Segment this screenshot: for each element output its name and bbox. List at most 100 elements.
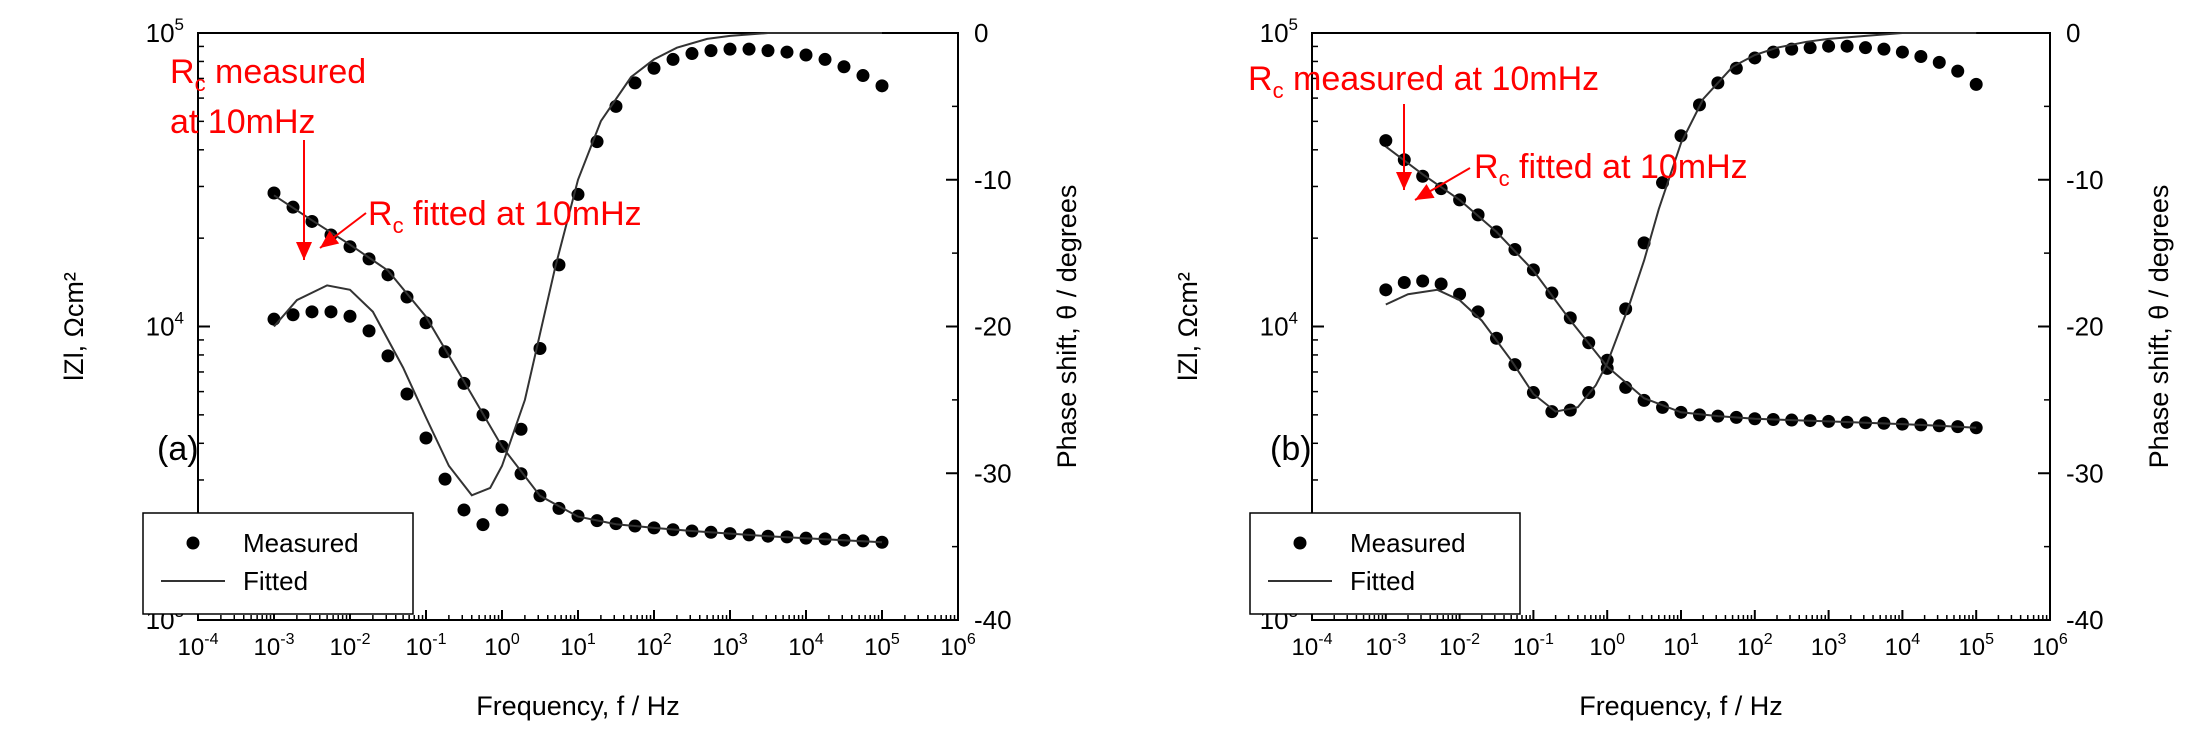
x-axis-label: Frequency, f / Hz: [476, 691, 680, 721]
x-tick-label: 102: [1737, 631, 1773, 661]
measured-phase-point: [438, 472, 452, 486]
y-right-tick-label: -20: [974, 312, 1012, 342]
measured-phase-point: [1840, 39, 1854, 53]
annotation-arrowhead: [1396, 172, 1412, 190]
y-right-tick-label: -40: [2066, 605, 2104, 635]
legend-label-measured: Measured: [243, 528, 359, 558]
annotation-arrowhead: [320, 230, 340, 248]
legend: Measured Fitted: [142, 512, 414, 615]
measured-phase-point: [875, 79, 889, 93]
panel-label: (a): [157, 430, 199, 468]
y-left-axis-label: lZl, Ωcm²: [1173, 272, 1203, 381]
measured-magnitude-point: [419, 316, 433, 330]
measured-phase-point: [343, 309, 357, 323]
y-right-tick-label: 0: [974, 18, 988, 48]
x-tick-label: 101: [1663, 631, 1699, 661]
annotation-rc-measured: Rc measured at 10mHz: [170, 53, 366, 260]
x-tick-label: 103: [712, 631, 748, 661]
measured-phase-point: [1397, 275, 1411, 289]
legend-label-fitted: Fitted: [243, 566, 308, 596]
measured-phase-point: [457, 503, 471, 517]
annotation-text-line2: at 10mHz: [170, 103, 316, 141]
measured-phase-point: [799, 48, 813, 62]
measured-magnitude-point: [1379, 134, 1393, 148]
measured-phase-point: [476, 518, 490, 532]
x-tick-label: 101: [560, 631, 596, 661]
panel-a: 10-410-310-210-1100101102103104105106103…: [59, 15, 1082, 721]
annotation-text: Rc fitted at 10mHz: [368, 195, 642, 238]
measured-phase-point: [1969, 77, 1983, 91]
y-left-tick-label: 104: [146, 309, 184, 342]
measured-magnitude-point: [400, 290, 414, 304]
measured-phase-point: [780, 45, 794, 59]
measured-phase-point: [742, 42, 756, 56]
x-tick-label: 102: [636, 631, 672, 661]
x-tick-label: 10-3: [254, 631, 295, 661]
annotation-arrowhead: [1415, 184, 1435, 200]
legend-label-fitted: Fitted: [1350, 566, 1415, 596]
y-right-tick-label: -40: [974, 605, 1012, 635]
x-tick-label: 105: [864, 631, 900, 661]
measured-phase-point: [1858, 41, 1872, 55]
x-tick-label: 104: [1885, 631, 1921, 661]
measured-magnitude-point: [1508, 242, 1522, 256]
x-tick-label: 10-1: [406, 631, 447, 661]
measured-phase-point: [381, 349, 395, 363]
annotation-rc-fitted: Rc fitted at 10mHz: [319, 195, 642, 249]
fitted-phase-line: [1385, 32, 1977, 413]
x-tick-label: 105: [1958, 631, 1994, 661]
measured-magnitude-point: [1969, 421, 1983, 435]
y-right-tick-label: -10: [974, 165, 1012, 195]
annotation-text: Rc measured at 10mHz: [1248, 60, 1599, 103]
measured-phase-point: [362, 324, 376, 338]
x-tick-label: 100: [1589, 631, 1625, 661]
measured-phase-point: [1379, 283, 1393, 297]
x-tick-label: 10-3: [1365, 631, 1406, 661]
x-tick-label: 10-2: [330, 631, 371, 661]
annotation-text: Rc measured: [170, 53, 366, 96]
measured-phase-point: [1895, 45, 1909, 59]
measured-phase-point: [1563, 403, 1577, 417]
measured-phase-point: [628, 76, 642, 90]
measured-phase-point: [1914, 49, 1928, 63]
measured-phase-point: [1674, 129, 1688, 143]
legend-box: [142, 512, 414, 615]
measured-phase-point: [1877, 42, 1891, 56]
measured-phase-point: [305, 305, 319, 319]
annotation-rc-measured: Rc measured at 10mHz: [1248, 60, 1599, 190]
y-right-tick-label: -30: [2066, 458, 2104, 488]
measured-magnitude-point: [381, 268, 395, 282]
annotation-rc-fitted: Rc fitted at 10mHz: [1414, 148, 1748, 201]
measured-phase-point: [267, 312, 281, 326]
measured-phase-point: [286, 308, 300, 322]
y-left-tick-label: 105: [1260, 15, 1298, 48]
fitted-magnitude-line: [1385, 145, 1977, 429]
measured-phase-point: [837, 60, 851, 74]
annotation-text: Rc fitted at 10mHz: [1474, 148, 1748, 191]
x-tick-label: 104: [788, 631, 824, 661]
y-right-axis-label: Phase shift, θ / degrees: [1052, 185, 1082, 469]
measured-phase-point: [514, 422, 528, 436]
y-right-tick-label: -20: [2066, 312, 2104, 342]
y-left-tick-label: 105: [146, 15, 184, 48]
panel-b: 10-410-310-210-1100101102103104105106103…: [1173, 15, 2174, 721]
panel-label: (b): [1270, 430, 1312, 468]
x-tick-label: 100: [484, 631, 520, 661]
y-right-axis-label: Phase shift, θ / degrees: [2144, 185, 2174, 469]
legend-label-measured: Measured: [1350, 528, 1466, 558]
x-tick-label: 10-4: [178, 631, 219, 661]
legend-box: [1249, 512, 1521, 615]
measured-phase-point: [1729, 61, 1743, 75]
fitted-phase-line: [273, 32, 882, 497]
measured-phase-point: [1951, 64, 1965, 78]
measured-phase-point: [1453, 287, 1467, 301]
measured-phase-point: [1822, 39, 1836, 53]
measured-phase-point: [324, 305, 338, 319]
x-tick-label: 10-4: [1292, 631, 1333, 661]
annotation-arrowhead: [296, 242, 312, 260]
x-axis-label: Frequency, f / Hz: [1579, 691, 1783, 721]
measured-phase-point: [818, 52, 832, 66]
measured-phase-point: [419, 431, 433, 445]
y-left-tick-label: 104: [1260, 309, 1298, 342]
